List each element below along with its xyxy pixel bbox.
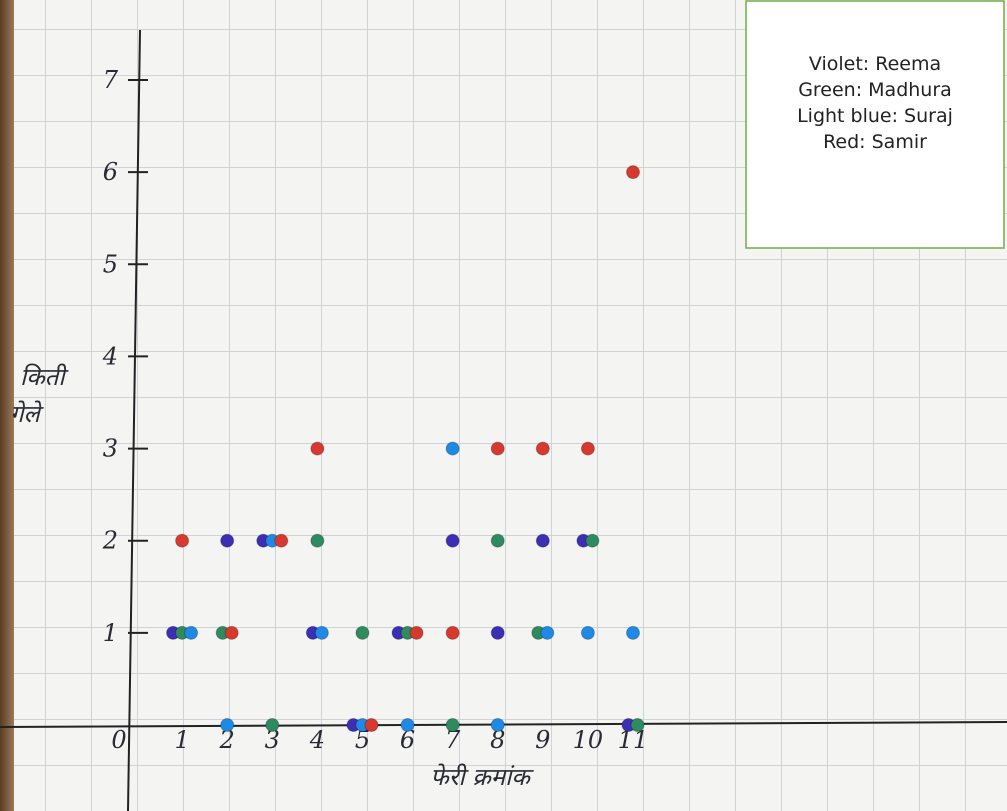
data-point (446, 626, 459, 639)
data-point (631, 719, 644, 732)
x-tick-label: 0 (111, 726, 126, 754)
data-point (225, 626, 238, 639)
data-point (627, 626, 640, 639)
y-tick-label: 3 (103, 435, 118, 463)
y-axis-label: किती (20, 363, 69, 391)
data-point (356, 626, 369, 639)
data-point (581, 442, 594, 455)
x-tick-label: 4 (309, 726, 325, 754)
data-point (176, 534, 189, 547)
y-tick-label: 7 (103, 66, 119, 94)
data-point (185, 626, 198, 639)
data-point (221, 719, 234, 732)
legend-entry: Green: Madhura (798, 79, 952, 101)
legend-entry: Violet: Reema (809, 53, 941, 75)
data-point (311, 442, 324, 455)
legend-entry: Red: Samir (823, 131, 927, 153)
data-point (536, 442, 549, 455)
data-point (491, 442, 504, 455)
data-point (315, 626, 328, 639)
data-point (491, 719, 504, 732)
x-tick-label: 10 (573, 726, 604, 754)
y-axis-label: गेले (10, 400, 45, 428)
data-point (586, 534, 599, 547)
y-tick-label: 2 (102, 527, 118, 555)
legend-entry: Light blue: Suraj (797, 105, 953, 127)
data-point (446, 719, 459, 732)
data-point (627, 166, 640, 179)
data-point (266, 719, 279, 732)
data-point (401, 719, 414, 732)
data-point (536, 534, 549, 547)
data-point (446, 442, 459, 455)
data-point (221, 534, 234, 547)
data-point (410, 626, 423, 639)
data-point (365, 719, 378, 732)
data-point (581, 626, 594, 639)
y-tick-label: 4 (102, 342, 118, 370)
data-point (541, 626, 554, 639)
chart: किती गेले फेरी क्रमांक Violet: Reema Gree… (0, 0, 1007, 811)
y-tick-label: 1 (103, 619, 118, 647)
data-point (491, 534, 504, 547)
x-axis-label: फेरी क्रमांक (430, 763, 534, 791)
y-tick-label: 6 (103, 158, 118, 186)
y-axis (128, 30, 140, 811)
data-point (446, 534, 459, 547)
x-tick-label: 9 (535, 726, 550, 754)
data-point (491, 626, 504, 639)
data-point (311, 534, 324, 547)
data-point (275, 534, 288, 547)
y-tick-label: 5 (103, 250, 118, 278)
x-tick-label: 1 (174, 726, 189, 754)
